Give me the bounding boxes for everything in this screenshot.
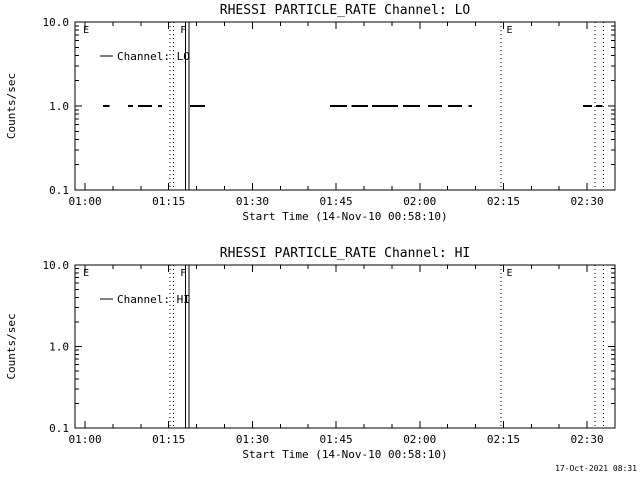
svg-text:Counts/sec: Counts/sec (5, 313, 18, 379)
svg-text:F: F (180, 268, 186, 279)
svg-text:01:15: 01:15 (152, 195, 185, 208)
svg-text:02:15: 02:15 (487, 433, 520, 446)
svg-text:Channel: LO: Channel: LO (117, 50, 190, 63)
svg-text:E: E (83, 268, 89, 279)
panel-channel-hi: RHESSI PARTICLE_RATE Channel: HI Counts/s… (5, 246, 616, 461)
svg-text:1.0: 1.0 (49, 341, 69, 354)
svg-text:01:45: 01:45 (320, 195, 353, 208)
svg-text:02:00: 02:00 (403, 195, 436, 208)
svg-text:01:45: 01:45 (320, 433, 353, 446)
svg-text:Counts/sec: Counts/sec (5, 73, 18, 139)
svg-text:E: E (507, 25, 513, 36)
svg-text:F: F (180, 25, 186, 36)
svg-text:10.0: 10.0 (43, 16, 70, 29)
svg-text:Start Time (14-Nov-10 00:58:10: Start Time (14-Nov-10 00:58:10) (242, 210, 447, 223)
generation-timestamp: 17-Oct-2021 08:31 (555, 464, 637, 473)
svg-text:0.1: 0.1 (49, 422, 69, 435)
svg-text:01:00: 01:00 (68, 433, 101, 446)
panel-channel-lo: RHESSI PARTICLE_RATE Channel: LO Counts/s… (5, 3, 616, 223)
svg-text:E: E (507, 268, 513, 279)
svg-text:01:30: 01:30 (236, 195, 269, 208)
svg-text:02:00: 02:00 (403, 433, 436, 446)
svg-text:01:30: 01:30 (236, 433, 269, 446)
svg-text:02:30: 02:30 (571, 195, 604, 208)
svg-text:02:30: 02:30 (571, 433, 604, 446)
svg-text:0.1: 0.1 (49, 184, 69, 197)
svg-text:RHESSI PARTICLE_RATE Channel:: RHESSI PARTICLE_RATE Channel: HI (220, 246, 470, 261)
svg-text:Start Time (14-Nov-10 00:58:10: Start Time (14-Nov-10 00:58:10) (242, 448, 447, 461)
svg-text:02:15: 02:15 (487, 195, 520, 208)
svg-text:01:00: 01:00 (68, 195, 101, 208)
svg-text:1.0: 1.0 (49, 100, 69, 113)
svg-text:01:15: 01:15 (152, 433, 185, 446)
svg-text:10.0: 10.0 (43, 259, 70, 272)
svg-text:Channel: HI: Channel: HI (117, 293, 190, 306)
svg-text:RHESSI PARTICLE_RATE Channel:: RHESSI PARTICLE_RATE Channel: LO (220, 3, 471, 18)
svg-text:E: E (83, 25, 89, 36)
